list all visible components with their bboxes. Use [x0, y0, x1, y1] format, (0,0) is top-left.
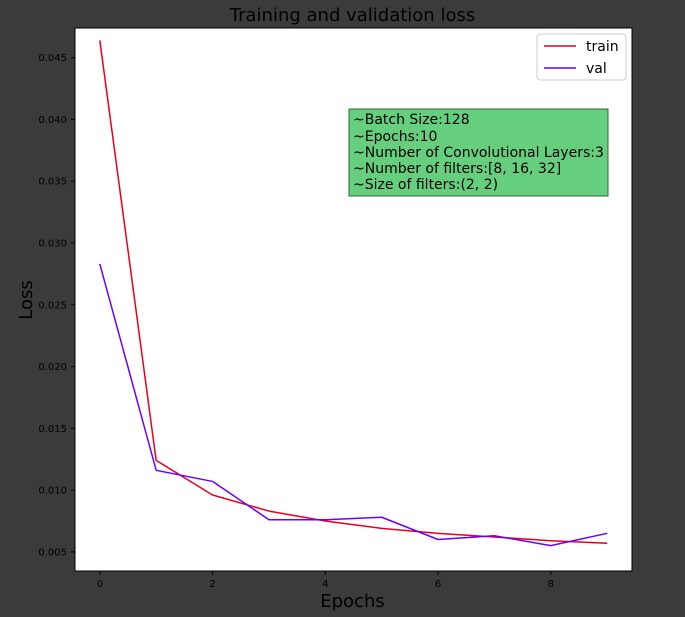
y-tick-label: 0.005 [38, 547, 67, 558]
y-tick-label: 0.015 [38, 424, 67, 435]
annotation-line: ~Number of filters:[8, 16, 32] [353, 161, 561, 177]
y-tick-label: 0.010 [38, 486, 67, 497]
annotation-line: ~Size of filters:(2, 2) [353, 177, 498, 193]
x-tick-label: 6 [435, 579, 441, 590]
annotation-background [348, 108, 609, 197]
chart-title: Training and validation loss [229, 5, 475, 26]
annotation-line: ~Epochs:10 [353, 129, 437, 145]
legend-label-train: train [586, 39, 619, 55]
y-axis-ticks: 0.005 0.010 0.015 0.020 0.025 0.030 0.035 0.040… [38, 53, 75, 558]
annotation-box: ~Batch Size:128 ~Epochs:10 ~Number of Co… [348, 108, 609, 197]
y-tick-label: 0.025 [38, 300, 67, 311]
x-tick-label: 2 [209, 579, 215, 590]
y-axis-label: Loss [16, 280, 37, 319]
x-tick-label: 8 [548, 579, 554, 590]
series-line-val [99, 263, 608, 547]
y-tick-label: 0.035 [38, 177, 67, 188]
y-tick-label: 0.020 [38, 362, 67, 373]
series-line-train [99, 40, 608, 544]
y-tick-label: 0.040 [38, 115, 67, 126]
legend-label-val: val [586, 61, 607, 77]
annotation-line: ~Number of Convolutional Layers:3 [353, 145, 604, 161]
series-lines [99, 40, 608, 547]
x-tick-label: 4 [322, 579, 328, 590]
x-tick-label: 0 [97, 579, 103, 590]
annotation-line: ~Batch Size:128 [353, 112, 470, 128]
x-axis-label: Epochs [320, 591, 385, 612]
legend: train val [536, 33, 627, 81]
y-tick-label: 0.045 [38, 53, 67, 64]
y-tick-label: 0.030 [38, 238, 67, 249]
x-axis-ticks: 0 2 4 6 8 [97, 571, 554, 590]
